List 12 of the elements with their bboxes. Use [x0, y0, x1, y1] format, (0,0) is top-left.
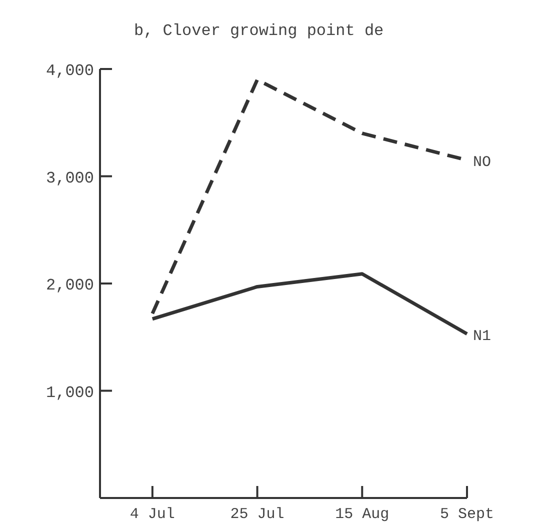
- series-label: N1: [473, 328, 492, 345]
- x-tick-label: 4 Jul: [130, 506, 175, 523]
- y-tick-label: 3,000: [46, 169, 94, 188]
- x-tick-label: 15 Aug: [335, 506, 390, 523]
- y-tick-label: 1,000: [46, 384, 94, 402]
- series-label: NO: [473, 154, 492, 172]
- x-tick-label: 25 Jul: [230, 506, 284, 523]
- y-tick-label: 4,000: [46, 62, 94, 80]
- line-series: [150, 272, 469, 336]
- x-tick-label: 5 Sept: [440, 506, 494, 523]
- y-tick-label: 2,000: [46, 276, 94, 294]
- chart-title: b, Clover growing point de: [134, 22, 384, 40]
